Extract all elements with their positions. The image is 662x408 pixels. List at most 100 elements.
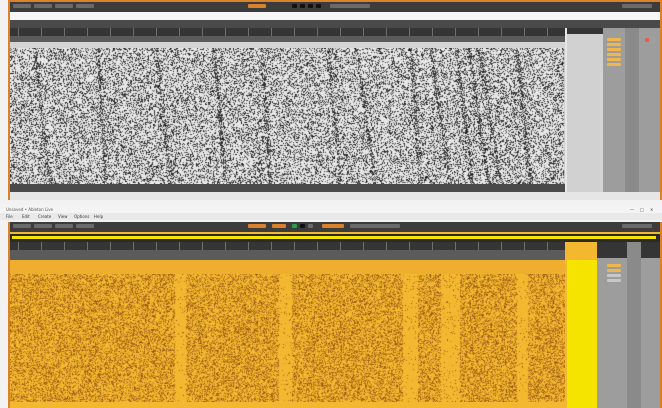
top-toolbar — [10, 20, 660, 28]
play-icon[interactable] — [300, 4, 305, 8]
ruler-tick — [363, 242, 364, 250]
bottom-title-bar — [10, 222, 660, 232]
menu-create[interactable]: Create — [38, 214, 52, 219]
bottom-tempo-field[interactable] — [248, 224, 266, 228]
ruler-tick — [547, 28, 548, 36]
ruler-tick — [409, 242, 410, 250]
menu-options[interactable]: Options — [74, 214, 90, 219]
ruler-tick — [18, 28, 19, 36]
bottom-menu-button[interactable] — [55, 224, 73, 228]
ruler-tick — [202, 28, 203, 36]
top-position-field[interactable] — [330, 4, 370, 8]
ruler-tick — [248, 242, 249, 250]
stop-icon[interactable] — [300, 224, 305, 228]
play-icon[interactable] — [292, 224, 297, 228]
menu-edit[interactable]: Edit — [22, 214, 30, 219]
ruler-tick — [432, 28, 433, 36]
top-menu-button[interactable] — [55, 4, 73, 8]
ruler-tick — [294, 28, 295, 36]
bottom-menu-button[interactable] — [76, 224, 94, 228]
ruler-tick — [455, 28, 456, 36]
ruler-tick — [501, 242, 502, 250]
stop-icon[interactable] — [308, 4, 313, 8]
bottom-cpu-meter — [622, 224, 652, 228]
ruler-tick — [133, 28, 134, 36]
ruler-tick — [156, 28, 157, 36]
bottom-panel-header — [10, 260, 565, 274]
ruler-tick — [409, 28, 410, 36]
top-menu-button[interactable] — [76, 4, 94, 8]
bottom-clip-slot[interactable] — [607, 279, 621, 282]
ruler-tick — [18, 242, 19, 250]
menu-view[interactable]: View — [58, 214, 68, 219]
ruler-tick — [432, 242, 433, 250]
bottom-record-icon[interactable] — [272, 224, 286, 228]
top-clip-slot[interactable] — [607, 53, 621, 56]
top-spectrogram-view[interactable] — [10, 48, 565, 184]
bottom-clip-slot[interactable] — [607, 274, 621, 277]
top-canvas-footer — [10, 184, 565, 192]
top-timeline-header[interactable] — [10, 36, 565, 42]
ruler-tick — [87, 242, 88, 250]
top-window — [8, 0, 662, 200]
ruler-tick — [156, 242, 157, 250]
bottom-clip-slot[interactable] — [607, 269, 621, 272]
top-overview-strip[interactable] — [10, 12, 660, 20]
top-clip-slot[interactable] — [607, 58, 621, 61]
loop-icon[interactable] — [316, 4, 321, 8]
bottom-overview-strip[interactable] — [10, 234, 660, 242]
ruler-tick — [317, 242, 318, 250]
top-clip-slot[interactable] — [607, 38, 621, 41]
top-title-bar — [10, 0, 660, 12]
bottom-selected-track-column[interactable] — [567, 260, 597, 408]
ruler-tick — [386, 242, 387, 250]
ruler-tick — [524, 28, 525, 36]
ruler-tick — [87, 28, 88, 36]
ruler-tick — [225, 242, 226, 250]
bottom-menu-button[interactable] — [13, 224, 31, 228]
ruler-tick — [248, 28, 249, 36]
ruler-tick — [455, 242, 456, 250]
bottom-timeline-header[interactable] — [10, 250, 565, 260]
ruler-tick — [340, 28, 341, 36]
ruler-tick — [547, 242, 548, 250]
record-icon[interactable] — [292, 4, 297, 8]
top-menu-button[interactable] — [13, 4, 31, 8]
bottom-menu-button[interactable] — [34, 224, 52, 228]
close-button[interactable]: ✕ — [650, 207, 654, 212]
ruler-tick — [179, 28, 180, 36]
ruler-tick — [501, 28, 502, 36]
menu-file[interactable]: File — [6, 214, 13, 219]
ruler-tick — [317, 28, 318, 36]
top-clip-slot[interactable] — [607, 48, 621, 51]
ruler-tick — [225, 28, 226, 36]
maximize-button[interactable]: □ — [640, 207, 644, 212]
top-menu-button[interactable] — [34, 4, 52, 8]
menu-help[interactable]: Help — [94, 214, 104, 219]
second-window-menu-bar: File Edit Create View Options Help — [0, 213, 662, 220]
top-tempo-field[interactable] — [248, 4, 266, 8]
bottom-spectrogram-view[interactable] — [10, 274, 565, 402]
bottom-beat-ruler[interactable] — [10, 242, 565, 250]
ruler-tick — [110, 242, 111, 250]
top-beat-ruler[interactable] — [10, 28, 565, 36]
top-track-indicator[interactable] — [645, 38, 649, 42]
loop-icon[interactable] — [308, 224, 313, 228]
ruler-tick — [294, 242, 295, 250]
bottom-clip-slot[interactable] — [607, 264, 621, 267]
minimize-button[interactable]: — — [630, 207, 634, 212]
top-clip-slot[interactable] — [607, 63, 621, 66]
ruler-tick — [340, 242, 341, 250]
ruler-tick — [271, 28, 272, 36]
bottom-side-panel — [597, 242, 660, 408]
top-panel-header — [10, 42, 565, 48]
ruler-tick — [478, 242, 479, 250]
ruler-tick — [110, 28, 111, 36]
ruler-tick — [41, 242, 42, 250]
bottom-loop-field[interactable] — [350, 224, 400, 228]
top-side-panel — [567, 28, 660, 192]
bottom-window — [8, 222, 662, 408]
top-clip-slot[interactable] — [607, 43, 621, 46]
ruler-tick — [524, 242, 525, 250]
bottom-position-field[interactable] — [322, 224, 344, 228]
